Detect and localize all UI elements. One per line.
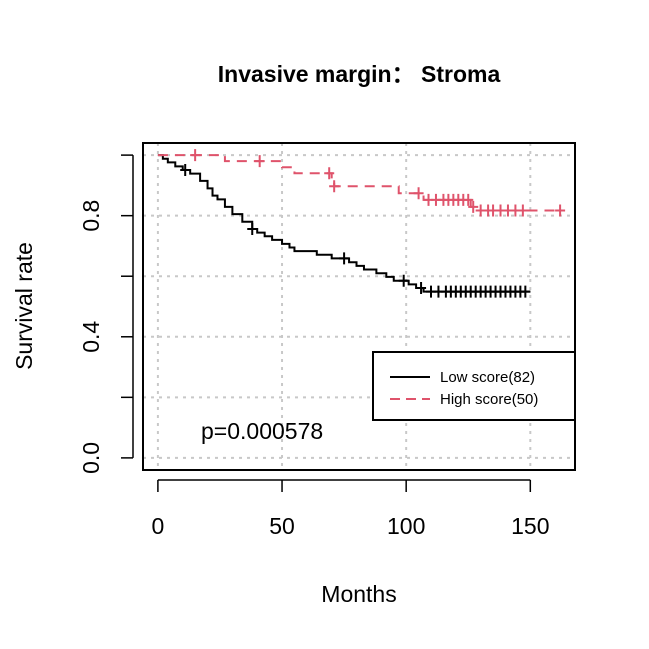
censor-mark-1-1 xyxy=(254,155,265,168)
legend-label-1: High score(50) xyxy=(440,391,538,408)
y-tick-label-4: 0.8 xyxy=(78,200,104,232)
series-0 xyxy=(157,154,531,298)
y-axis-title: Survival rate xyxy=(11,242,37,370)
censor-mark-1-4 xyxy=(413,187,424,200)
censor-mark-1-0 xyxy=(190,149,201,162)
x-tick-label-0: 0 xyxy=(151,513,164,539)
legend-box xyxy=(372,351,576,421)
plot-frame xyxy=(142,142,576,471)
x-axis-title: Months xyxy=(321,581,396,607)
censor-mark-0-23 xyxy=(520,285,531,298)
censor-mark-0-1 xyxy=(247,222,258,235)
censor-mark-1-12 xyxy=(463,193,474,206)
censor-mark-1-21 xyxy=(555,204,566,217)
censor-mark-0-2 xyxy=(339,252,350,265)
legend: Low score(82) High score(50) xyxy=(372,351,576,421)
x-tick-label-3: 150 xyxy=(511,513,549,539)
censor-mark-0-0 xyxy=(180,163,191,176)
x-tick-label-1: 50 xyxy=(269,513,295,539)
censor-mark-1-20 xyxy=(517,204,528,217)
y-tick-label-2: 0.4 xyxy=(78,321,104,353)
legend-label-0: Low score(82) xyxy=(440,369,535,386)
series-line-0 xyxy=(157,154,531,293)
x-tick-label-2: 100 xyxy=(387,513,425,539)
series-layer xyxy=(157,149,566,298)
censor-mark-0-4 xyxy=(416,282,427,295)
censor-mark-1-2 xyxy=(324,167,335,180)
axes: 0 50 100 150 0.0 0.4 0.8 xyxy=(78,154,549,539)
censor-mark-1-3 xyxy=(329,180,340,193)
series-1 xyxy=(157,149,566,217)
series-line-1 xyxy=(157,154,563,212)
censor-mark-0-3 xyxy=(398,274,409,287)
chart-title: Invasive margin： Stroma xyxy=(218,61,501,87)
y-tick-label-0: 0.0 xyxy=(78,442,104,474)
censor-mark-1-13 xyxy=(468,200,479,213)
p-value-annotation: p=0.000578 xyxy=(201,418,323,444)
